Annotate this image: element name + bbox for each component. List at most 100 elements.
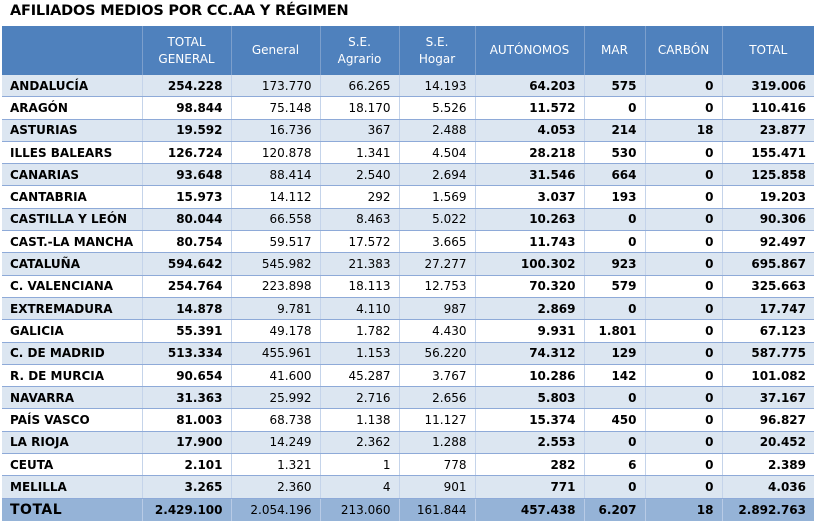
table-cell: 319.006 (722, 75, 814, 98)
table-cell: 594.642 (142, 252, 232, 276)
table-cell: 12.753 (399, 275, 476, 298)
region-name: GALICIA (2, 319, 143, 343)
table-cell: 325.663 (722, 275, 814, 298)
table-cell: 254.764 (142, 275, 232, 298)
table-cell: 16.736 (231, 119, 321, 142)
table-cell: 0 (584, 297, 646, 321)
table-cell: 545.982 (231, 252, 321, 276)
region-name: MELILLA (2, 475, 143, 499)
table-row: GALICIA 55.391 49.178 1.782 4.430 9.931 1.801 0… (2, 319, 814, 343)
table-cell: 20.452 (722, 431, 814, 455)
table-cell: 18 (645, 119, 723, 142)
region-name: ANDALUCÍA (2, 75, 143, 98)
table-cell: 9.781 (231, 297, 321, 321)
table-cell: 530 (584, 141, 646, 165)
header-corner (2, 26, 143, 75)
table-cell: 2.694 (399, 163, 476, 187)
table-header: TOTAL GENERAL General S.E. Agrario S.E. Hogar A… (2, 26, 814, 75)
table-cell: 923 (584, 252, 646, 276)
table-cell: 14.249 (231, 431, 321, 455)
table-cell: 100.302 (475, 252, 585, 276)
table-cell: 0 (645, 230, 723, 254)
column-header-text: CARBÓN (657, 43, 710, 57)
column-header: CARBÓN (645, 26, 723, 75)
table-cell: 173.770 (231, 75, 321, 98)
region-name: R. DE MURCIA (2, 364, 143, 388)
table-cell: 0 (645, 96, 723, 120)
table-row: CASTILLA Y LEÓN 80.044 66.558 8.463 5.022 10.… (2, 208, 814, 232)
table-row: ILLES BALEARS 126.724 120.878 1.341 4.504 28.… (2, 141, 814, 165)
table-cell: 81.003 (142, 408, 232, 432)
table-cell: 455.961 (231, 342, 321, 365)
table-cell: 2.716 (320, 386, 400, 410)
table-cell: 5.526 (399, 96, 476, 120)
region-name: NAVARRA (2, 386, 143, 410)
column-header: TOTAL (722, 26, 814, 75)
table-cell: 587.775 (722, 342, 814, 365)
table-cell: 66.265 (320, 75, 400, 98)
table-cell: 0 (584, 431, 646, 455)
table-cell: 110.416 (722, 96, 814, 120)
table-cell: 70.320 (475, 275, 585, 298)
region-name: ARAGÓN (2, 96, 143, 120)
region-name: PAÍS VASCO (2, 408, 143, 432)
table-cell: 2.389 (722, 453, 814, 477)
table-cell: 155.471 (722, 141, 814, 165)
table-cell: 14.193 (399, 75, 476, 98)
total-label: TOTAL (2, 498, 143, 521)
table-cell: 18.113 (320, 275, 400, 298)
table-cell: 15.973 (142, 185, 232, 209)
table-cell: 66.558 (231, 208, 321, 232)
table-cell: 10.263 (475, 208, 585, 232)
affiliates-table: TOTAL GENERAL General S.E. Agrario S.E. Hogar A… (2, 26, 814, 521)
column-header-text: Hogar (418, 51, 456, 66)
table-body: ANDALUCÍA 254.228 173.770 66.265 14.193 64.20… (2, 75, 814, 499)
table-cell: 4.053 (475, 119, 585, 142)
table-cell: 771 (475, 475, 585, 499)
table-cell: 18.170 (320, 96, 400, 120)
table-cell: 17.747 (722, 297, 814, 321)
table-cell: 90.306 (722, 208, 814, 232)
table-cell: 5.803 (475, 386, 585, 410)
total-cell: 18 (645, 498, 723, 521)
table-cell: 254.228 (142, 75, 232, 98)
column-header: General (231, 26, 321, 75)
table-cell: 1.782 (320, 319, 400, 343)
region-name: C. DE MADRID (2, 342, 143, 365)
table-row: MELILLA 3.265 2.360 4 901 771 0 0 4.036 (2, 475, 814, 499)
table-cell: 0 (645, 342, 723, 365)
column-header-text: Agrario (337, 51, 382, 66)
column-header: S.E. Agrario (320, 26, 400, 75)
table-cell: 45.287 (320, 364, 400, 388)
table-cell: 3.665 (399, 230, 476, 254)
table-cell: 126.724 (142, 141, 232, 165)
table-cell: 0 (645, 475, 723, 499)
table-cell: 11.743 (475, 230, 585, 254)
table-cell: 579 (584, 275, 646, 298)
column-header-text: TOTAL (167, 34, 206, 49)
column-header-text: AUTÓNOMOS (489, 43, 570, 57)
table-cell: 695.867 (722, 252, 814, 276)
table-cell: 17.572 (320, 230, 400, 254)
column-header-text: General (251, 43, 300, 57)
table-row: ASTURIAS 19.592 16.736 367 2.488 4.053 214 18 23… (2, 119, 814, 142)
table-cell: 74.312 (475, 342, 585, 365)
table-cell: 15.374 (475, 408, 585, 432)
table-cell: 75.148 (231, 96, 321, 120)
table-cell: 1.288 (399, 431, 476, 455)
table-cell: 0 (584, 96, 646, 120)
table-cell: 214 (584, 119, 646, 142)
region-name: EXTREMADURA (2, 297, 143, 321)
table-cell: 292 (320, 185, 400, 209)
table-cell: 9.931 (475, 319, 585, 343)
table-cell: 2.362 (320, 431, 400, 455)
table-row: CANTABRIA 15.973 14.112 292 1.569 3.037 193 0 19… (2, 185, 814, 209)
table-cell: 1.801 (584, 319, 646, 343)
table-cell: 4 (320, 475, 400, 499)
table-cell: 80.754 (142, 230, 232, 254)
table-cell: 0 (645, 208, 723, 232)
table-cell: 23.877 (722, 119, 814, 142)
table-row: PAÍS VASCO 81.003 68.738 1.138 11.127 15.374 4… (2, 408, 814, 432)
header-row: TOTAL GENERAL General S.E. Agrario S.E. Hogar A… (2, 26, 814, 75)
column-header: AUTÓNOMOS (475, 26, 585, 75)
